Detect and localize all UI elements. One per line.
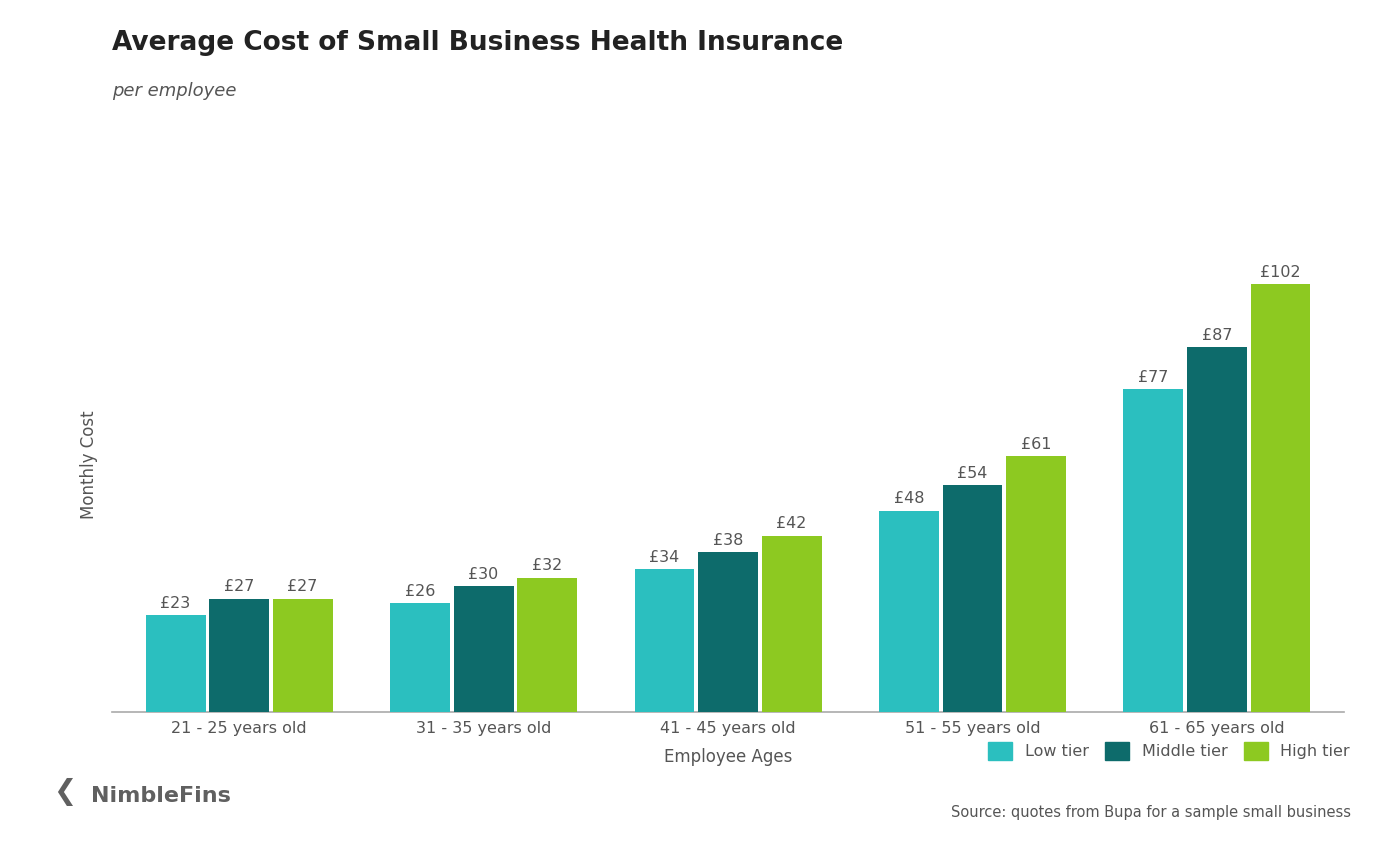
- Text: £32: £32: [532, 558, 563, 574]
- Bar: [1187, 347, 1247, 712]
- Text: £27: £27: [224, 579, 255, 595]
- Text: Average Cost of Small Business Health Insurance: Average Cost of Small Business Health In…: [112, 30, 843, 56]
- Bar: [454, 586, 514, 712]
- Bar: [1250, 284, 1310, 712]
- Text: £34: £34: [650, 550, 679, 565]
- Bar: [146, 615, 206, 712]
- Text: £87: £87: [1201, 328, 1232, 343]
- Text: £27: £27: [287, 579, 318, 595]
- Text: £54: £54: [958, 466, 987, 481]
- Text: £48: £48: [893, 491, 924, 506]
- Bar: [273, 599, 333, 712]
- Bar: [517, 577, 577, 712]
- Text: £61: £61: [1021, 437, 1051, 452]
- Bar: [942, 485, 1002, 712]
- Text: NimbleFins: NimbleFins: [91, 786, 231, 806]
- X-axis label: Employee Ages: Employee Ages: [664, 747, 792, 766]
- Text: £42: £42: [777, 516, 806, 531]
- Text: £26: £26: [405, 583, 435, 599]
- Text: £77: £77: [1138, 370, 1169, 385]
- Text: £23: £23: [161, 596, 190, 611]
- Text: per employee: per employee: [112, 82, 237, 101]
- Bar: [699, 552, 757, 712]
- Bar: [391, 602, 449, 712]
- Text: £38: £38: [713, 533, 743, 549]
- Bar: [879, 510, 939, 712]
- Bar: [762, 536, 822, 712]
- Bar: [1007, 456, 1065, 712]
- Text: £102: £102: [1260, 265, 1301, 279]
- Text: ❮: ❮: [53, 778, 77, 806]
- Y-axis label: Monthly Cost: Monthly Cost: [80, 410, 98, 519]
- Text: £30: £30: [469, 567, 498, 582]
- Legend: Low tier, Middle tier, High tier: Low tier, Middle tier, High tier: [988, 742, 1350, 760]
- Text: Source: quotes from Bupa for a sample small business: Source: quotes from Bupa for a sample sm…: [951, 806, 1351, 820]
- Bar: [209, 599, 269, 712]
- Bar: [1123, 389, 1183, 712]
- Bar: [634, 569, 694, 712]
